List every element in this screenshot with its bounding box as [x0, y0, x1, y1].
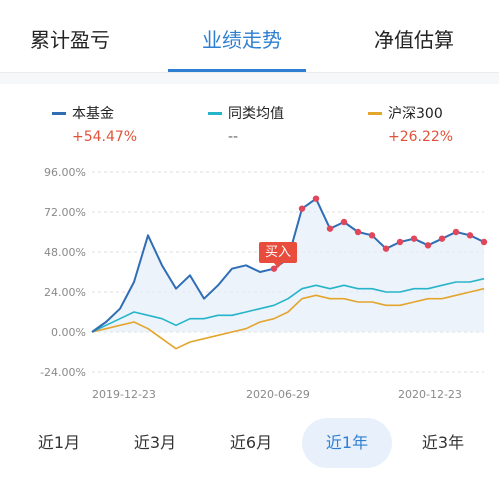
range-1-year[interactable]: 近1年: [302, 418, 392, 468]
trade-point: [424, 242, 432, 249]
y-tick-label: 0.00%: [51, 326, 86, 339]
y-tick-label: 72.00%: [44, 206, 86, 219]
legend-value: +54.47%: [72, 129, 138, 145]
trade-point: [480, 238, 488, 246]
active-tab-indicator: [168, 69, 306, 72]
y-tick-label: -24.00%: [40, 366, 86, 379]
trade-point: [354, 228, 362, 236]
series-line-1: [91, 277, 485, 333]
legend-label: 沪深300: [388, 106, 443, 122]
legend-value: --: [228, 129, 239, 145]
trade-point: [410, 235, 418, 242]
trade-point: [340, 218, 348, 226]
tab-nav-estimate[interactable]: 净值估算: [374, 28, 454, 52]
trade-point: [382, 245, 390, 252]
y-tick-label: 48.00%: [44, 246, 86, 259]
trade-point: [298, 205, 306, 212]
trade-point: [312, 195, 320, 202]
legend-label: 本基金: [72, 106, 114, 122]
legend-swatch: [208, 111, 222, 115]
y-tick-label: 24.00%: [44, 286, 86, 299]
legend-value: +26.22%: [388, 129, 454, 145]
range-3-years[interactable]: 近3年: [421, 433, 465, 452]
y-tick-label: 96.00%: [44, 166, 86, 179]
legend-swatch: [368, 111, 382, 115]
section-divider: [0, 73, 499, 84]
buy-marker-label: 买入: [259, 242, 297, 268]
legend-label: 同类均值: [228, 106, 284, 122]
x-tick-label: 2020-12-23: [398, 388, 462, 401]
trade-point: [368, 232, 376, 239]
fund-area-fill: [92, 198, 484, 332]
x-tick-label: 2019-12-23: [92, 388, 156, 401]
trade-point: [438, 235, 446, 242]
trade-point: [452, 228, 460, 236]
trade-point: [326, 225, 334, 232]
legend-fund: 本基金 +54.47%: [52, 103, 137, 145]
range-3-months[interactable]: 近3月: [133, 433, 177, 452]
range-6-months[interactable]: 近6月: [229, 433, 273, 452]
trade-point: [466, 232, 474, 239]
tab-performance-trend[interactable]: 业绩走势: [202, 28, 282, 52]
performance-chart: 96.00% 72.00% 48.00% 24.00% 0.00% -24.00% 2019…: [40, 166, 488, 401]
legend-category-average: 同类均值 --: [208, 103, 284, 145]
tab-cumulative-pnl[interactable]: 累计盈亏: [30, 28, 110, 52]
trade-point: [396, 238, 404, 246]
tab-bar: 累计盈亏 业绩走势 净值估算: [0, 0, 499, 73]
series-line-2: [91, 287, 485, 350]
legend-csi300: 沪深300 +26.22%: [368, 103, 453, 145]
legend-swatch: [52, 111, 66, 115]
x-tick-label: 2020-06-29: [246, 388, 310, 401]
range-1-month[interactable]: 近1月: [37, 433, 81, 452]
